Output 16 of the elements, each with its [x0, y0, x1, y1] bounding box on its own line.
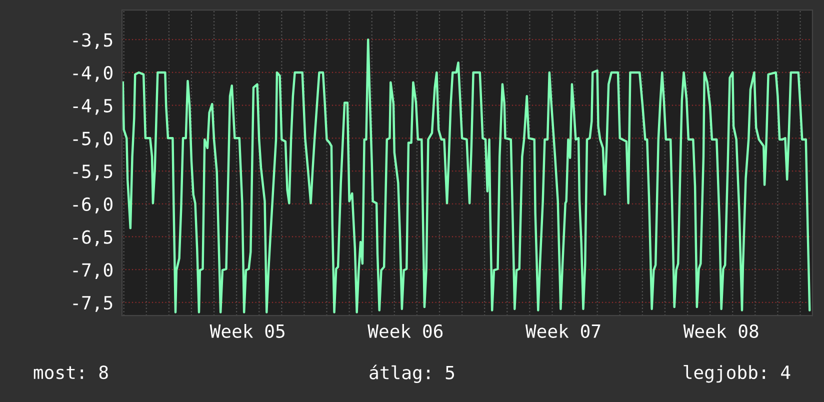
text: átlag: 5	[370, 364, 454, 384]
x-tick-label: Week 08	[683, 324, 758, 338]
y-tick-label: -5,0	[73, 132, 112, 148]
text: most: 8	[34, 365, 108, 380]
text: legjobb: 4	[684, 365, 790, 383]
y-tick-label: -4,0	[73, 66, 112, 82]
x-tick-label: Week 06	[368, 324, 443, 338]
y-tick-label: -6,5	[73, 230, 112, 246]
y-tick-label: -6,0	[73, 197, 112, 214]
y-tick-label: -5,5	[73, 164, 112, 180]
y-tick-label: -7,0	[73, 263, 112, 280]
x-tick-label: Week 05	[210, 324, 284, 338]
x-tick-label: Week 07	[525, 324, 600, 338]
y-tick-label: -4,5	[73, 99, 112, 115]
y-tick-label: -3,5	[73, 33, 112, 50]
y-tick-label: -7,5	[73, 296, 112, 312]
